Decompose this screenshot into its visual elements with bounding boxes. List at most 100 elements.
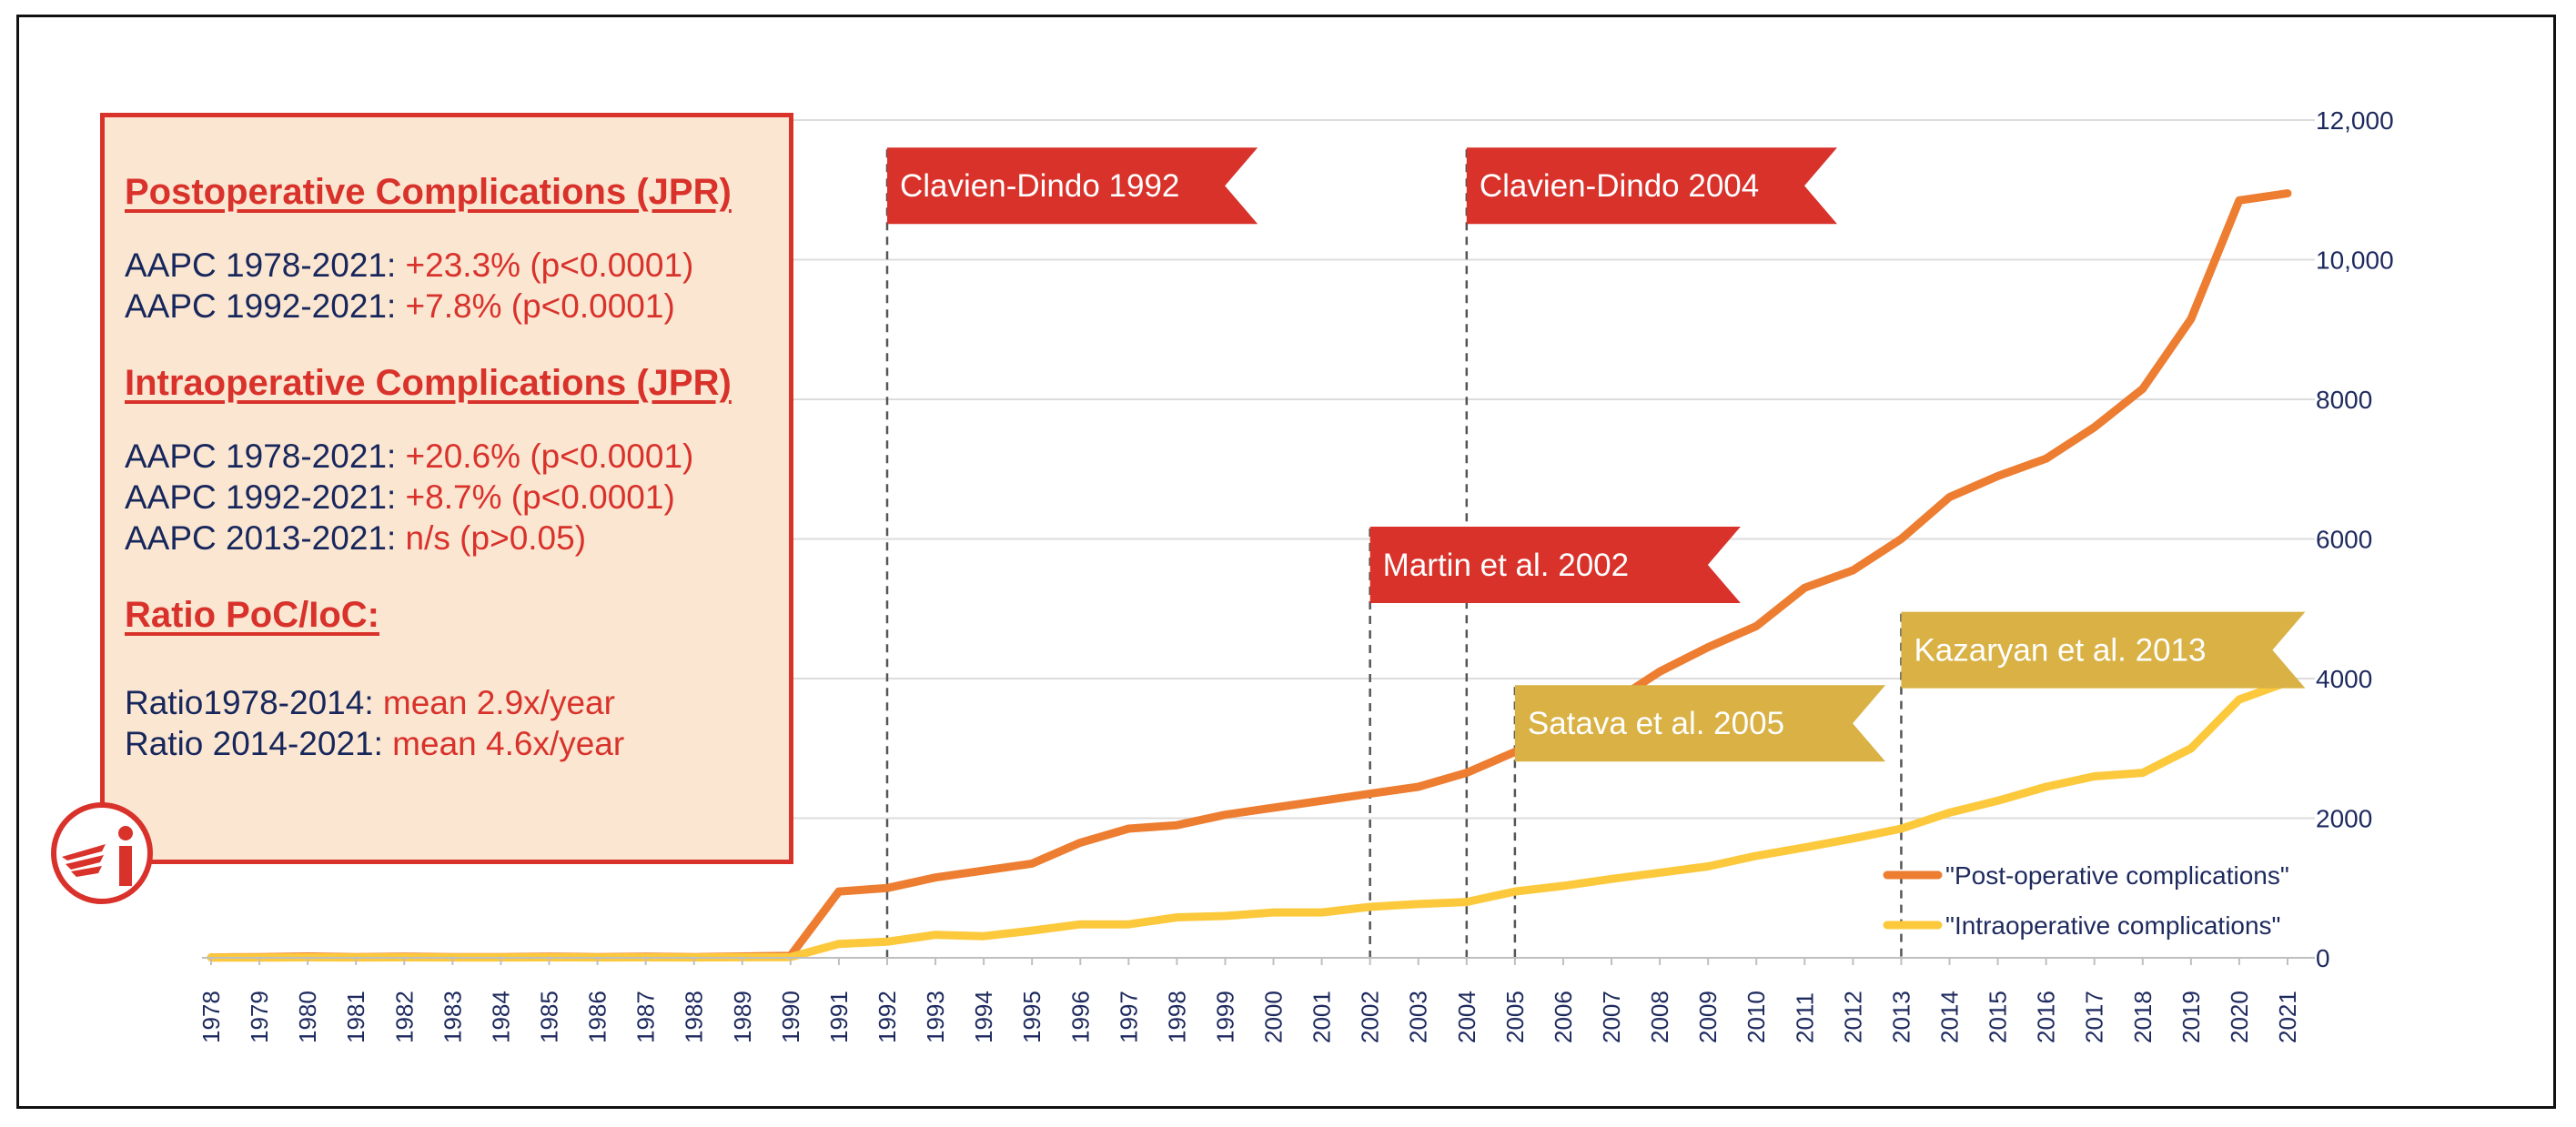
data-point [1173, 821, 1180, 829]
x-tick-label: 2014 [1936, 991, 1964, 1043]
x-tick-label: 1979 [246, 991, 273, 1043]
x-tick-label: 1994 [970, 991, 997, 1043]
data-point [1318, 797, 1326, 804]
ratio-title: Ratio PoC/IoC: [125, 595, 379, 635]
intraoperative-title: Intraoperative Complications (JPR) [125, 363, 732, 403]
data-point [2187, 745, 2195, 752]
data-point [884, 884, 891, 891]
data-point [2139, 385, 2147, 392]
data-point [2043, 455, 2050, 462]
statistics-info-box: Postoperative Complications (JPR) AAPC 1… [100, 113, 793, 864]
legend-label: "Intraoperative complications" [1945, 911, 2281, 940]
data-point [1318, 909, 1326, 916]
data-point [2236, 696, 2243, 703]
data-point [2284, 190, 2291, 197]
data-point [1897, 536, 1904, 542]
x-tick-label: 2006 [1550, 991, 1577, 1043]
x-tick-label: 1978 [197, 991, 225, 1043]
y-tick-label: 2000 [2316, 805, 2372, 833]
data-point [1946, 809, 1954, 816]
data-point [980, 932, 987, 940]
data-point [1560, 882, 1567, 890]
data-point [1221, 811, 1228, 819]
legend: "Post-operative complications" "Intraoper… [1883, 861, 2289, 940]
y-tick-label: 0 [2316, 944, 2330, 972]
x-tick-label: 2020 [2226, 991, 2253, 1043]
x-tick-label: 2008 [1646, 991, 1673, 1043]
data-point [1849, 567, 1856, 574]
annotation-flags: Clavien-Dindo 1992 Clavien-Dindo 2004 Mart… [886, 147, 2306, 762]
annotation-flag [1369, 526, 1741, 603]
data-point [1367, 903, 1374, 911]
x-tick-label: 1983 [439, 991, 466, 1043]
y-tick-label: 8000 [2316, 386, 2372, 414]
x-tick-label: 2017 [2081, 991, 2108, 1043]
ratio-line: Ratio 2014-2021: mean 4.6x/year [125, 725, 625, 762]
data-point [1801, 844, 1808, 851]
data-point [1946, 493, 1954, 500]
data-point [1125, 921, 1132, 928]
data-point [884, 938, 891, 945]
x-tick-label: 1981 [342, 991, 369, 1043]
y-tick-label: 4000 [2316, 665, 2372, 693]
data-point [835, 888, 843, 895]
x-tick-label: 2018 [2129, 991, 2157, 1043]
data-point [2091, 424, 2098, 431]
x-tick-label: 1988 [681, 991, 708, 1043]
x-tick-label: 1997 [1115, 991, 1142, 1043]
data-point [1995, 797, 2002, 804]
data-point [1608, 875, 1615, 882]
legend-label: "Post-operative complications" [1945, 861, 2289, 890]
data-point [1270, 909, 1278, 916]
data-point [1656, 869, 1663, 876]
intra-aapc-line: AAPC 1992-2021: +8.7% (p<0.0001) [125, 478, 675, 516]
annotation-label: Martin et al. 2002 [1383, 548, 1629, 583]
data-point [1753, 622, 1760, 629]
post-aapc-line: AAPC 1978-2021: +23.3% (p<0.0001) [125, 247, 694, 284]
data-point [1415, 783, 1422, 790]
intra-aapc-line: AAPC 1978-2021: +20.6% (p<0.0001) [125, 438, 694, 475]
data-point [1704, 862, 1712, 870]
data-point [2187, 316, 2195, 323]
data-point [1995, 472, 2002, 479]
data-point [1511, 888, 1519, 895]
postoperative-title: Postoperative Complications (JPR) [125, 172, 732, 212]
x-tick-label: 2004 [1453, 991, 1480, 1043]
x-tick-label: 1999 [1211, 991, 1238, 1043]
data-point [932, 931, 939, 939]
x-tick-label: 1993 [922, 991, 949, 1043]
post-aapc-line: AAPC 1992-2021: +7.8% (p<0.0001) [125, 287, 675, 325]
x-tick-label: 1991 [825, 991, 853, 1043]
annotation-flag [1901, 611, 2306, 689]
data-point [1028, 860, 1035, 867]
x-tick-label: 2005 [1501, 991, 1529, 1043]
data-point [1656, 668, 1663, 675]
data-point [2236, 196, 2243, 204]
data-point [2139, 770, 2147, 777]
x-tick-label: 2010 [1743, 991, 1770, 1043]
x-tick-label: 2009 [1694, 991, 1722, 1043]
data-point [1415, 901, 1422, 908]
x-tick-label: 2012 [1839, 991, 1866, 1043]
data-point [1076, 921, 1084, 928]
y-tick-label: 12,000 [2316, 106, 2394, 135]
annotation-label: Clavien-Dindo 2004 [1480, 168, 1759, 204]
annotation-label: Satava et al. 2005 [1528, 706, 1784, 741]
x-tick-label: 2016 [2033, 991, 2060, 1043]
figure-frame [16, 15, 2556, 1109]
x-tick-label: 2007 [1598, 991, 1625, 1043]
x-tick-label: 1996 [1066, 991, 1094, 1043]
x-tick-label: 1980 [294, 991, 321, 1043]
x-tick-label: 2021 [2274, 991, 2301, 1043]
data-point [1367, 790, 1374, 798]
annotation-label: Clavien-Dindo 1992 [900, 168, 1179, 204]
data-point [1753, 852, 1760, 860]
data-point [1270, 804, 1278, 811]
journal-logo-icon [51, 802, 153, 904]
x-tick-label: 2015 [1985, 991, 2012, 1043]
x-tick-label: 1998 [1163, 991, 1190, 1043]
x-tick-label: 2019 [2177, 991, 2205, 1043]
ratio-line: Ratio1978-2014: mean 2.9x/year [125, 684, 615, 721]
data-point [835, 941, 843, 948]
